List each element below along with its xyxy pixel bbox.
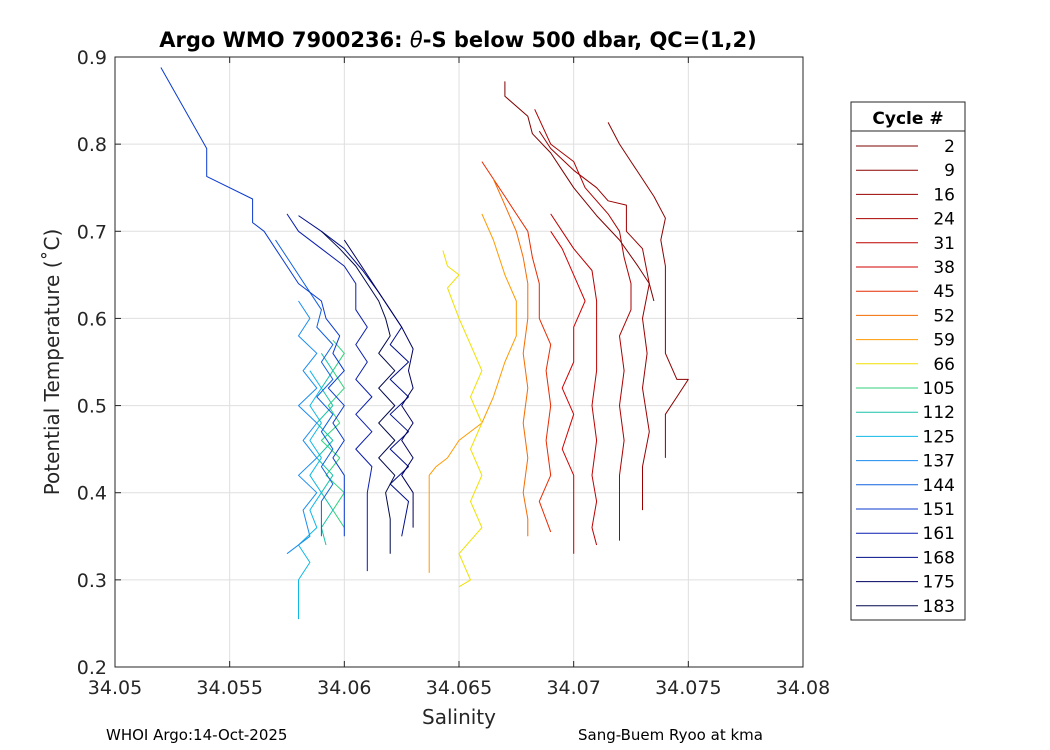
x-tick-label: 34.06	[317, 677, 371, 699]
series-line-cycle-45	[481, 161, 552, 533]
legend-entry-label: 137	[923, 452, 955, 472]
gridlines	[114, 56, 804, 668]
legend-entry-label: 66	[933, 355, 955, 375]
x-tick-label: 34.065	[426, 677, 492, 699]
series-line-cycle-52	[492, 178, 529, 537]
legend-entry-label: 45	[933, 282, 955, 302]
legend-entry-label: 112	[923, 403, 955, 423]
legend-entry-label: 144	[923, 476, 955, 496]
legend-entry-label: 183	[923, 597, 955, 617]
y-tick-label: 0.4	[77, 483, 107, 505]
legend-entry-label: 125	[923, 427, 955, 447]
series-line-cycle-183	[321, 230, 396, 554]
y-tick-label: 0.9	[77, 47, 107, 69]
y-tick-label: 0.8	[77, 134, 107, 156]
series-line-cycle-66	[442, 250, 483, 588]
x-tick-label: 34.07	[546, 677, 600, 699]
y-tick-label: 0.2	[77, 657, 107, 679]
legend-entry-label: 59	[933, 331, 955, 351]
series-line-cycle-16	[538, 130, 650, 511]
series-lines	[160, 67, 689, 620]
series-line-cycle-105	[320, 339, 345, 528]
x-tick-label: 34.075	[655, 677, 721, 699]
chart-title: Argo WMO 7900236: θ-S below 500 dbar, QC…	[159, 28, 756, 52]
legend-entry-label: 52	[933, 306, 955, 326]
x-tick-label: 34.08	[776, 677, 830, 699]
legend-entry-label: 175	[923, 573, 955, 593]
x-tick-label: 34.055	[196, 677, 262, 699]
legend-entry-label: 151	[923, 500, 955, 520]
legend-entry-label: 161	[923, 524, 955, 544]
series-line-cycle-24	[534, 109, 632, 541]
series-line-cycle-31	[550, 213, 598, 546]
legend-entry-label: 24	[933, 210, 955, 230]
x-tick-label: 34.05	[88, 677, 142, 699]
y-tick-label: 0.6	[77, 308, 107, 330]
series-line-cycle-9	[607, 122, 689, 458]
legend-entry-label: 38	[933, 258, 955, 278]
series-line-cycle-175	[343, 239, 414, 528]
footer-left: WHOI Argo:14-Oct-2025	[106, 726, 288, 744]
series-line-cycle-2	[504, 81, 655, 302]
footer-right: Sang-Buem Ryoo at kma	[578, 726, 763, 744]
legend: Cycle # 2 9 16 24 31 38 45 52 59 66 105 112 125 137 14…	[850, 101, 966, 621]
x-axis-label: Salinity	[422, 705, 496, 729]
series-line-cycle-38	[550, 231, 586, 554]
series-line-cycle-125	[298, 370, 322, 620]
y-tick-label: 0.5	[77, 396, 107, 418]
legend-entry-label: 9	[944, 161, 955, 181]
axis-ticks: 34.05 34.055 34.06 34.065 34.07 34.075 34.08 0.…	[77, 47, 830, 699]
legend-entry-label: 16	[933, 185, 955, 205]
series-line-cycle-112	[316, 353, 334, 546]
legend-items: 2 9 16 24 31 38 45 52 59 66 105 112 125 137 144 151 161 1…	[856, 137, 955, 617]
legend-entry-label: 2	[944, 137, 955, 157]
series-line-cycle-151	[160, 67, 345, 537]
y-tick-label: 0.7	[77, 221, 107, 243]
legend-entry-label: 31	[933, 234, 955, 254]
series-line-cycle-59	[428, 213, 517, 573]
series-line-cycle-144	[275, 239, 334, 537]
y-tick-label: 0.3	[77, 570, 107, 592]
series-line-cycle-161	[286, 213, 373, 572]
legend-entry-label: 168	[923, 548, 955, 568]
y-axis-label: Potential Temperature (˚C)	[40, 229, 64, 496]
series-line-cycle-137	[286, 300, 318, 555]
legend-title: Cycle #	[872, 109, 943, 129]
legend-entry-label: 105	[923, 379, 955, 399]
